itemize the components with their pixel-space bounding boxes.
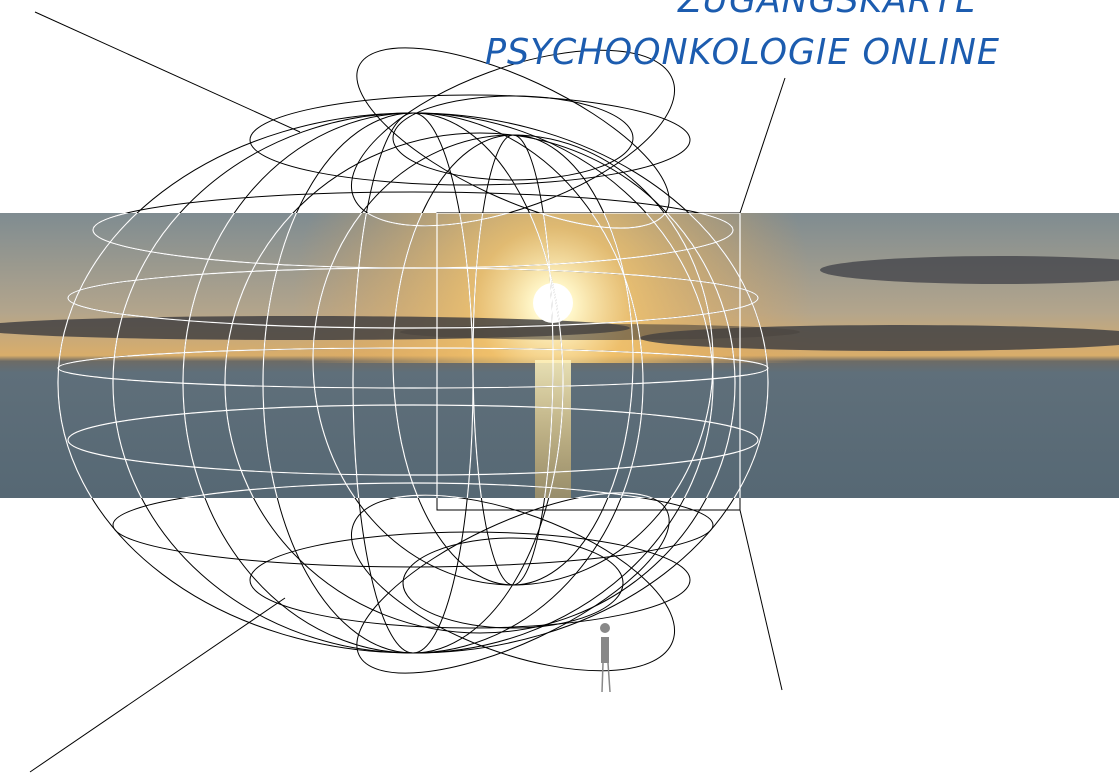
title-line-2: PSYCHOONKOLOGIE ONLINE (485, 32, 1000, 73)
page: ZUGANGSKARTE PSYCHOONKOLOGIE ONLINE (() … (0, 0, 1119, 776)
sunset-photo (0, 213, 1119, 498)
title-line-1: ZUGANGSKARTE (677, 0, 978, 21)
person-icon (600, 623, 610, 692)
header-illustration: ZUGANGSKARTE PSYCHOONKOLOGIE ONLINE (0, 0, 1119, 776)
